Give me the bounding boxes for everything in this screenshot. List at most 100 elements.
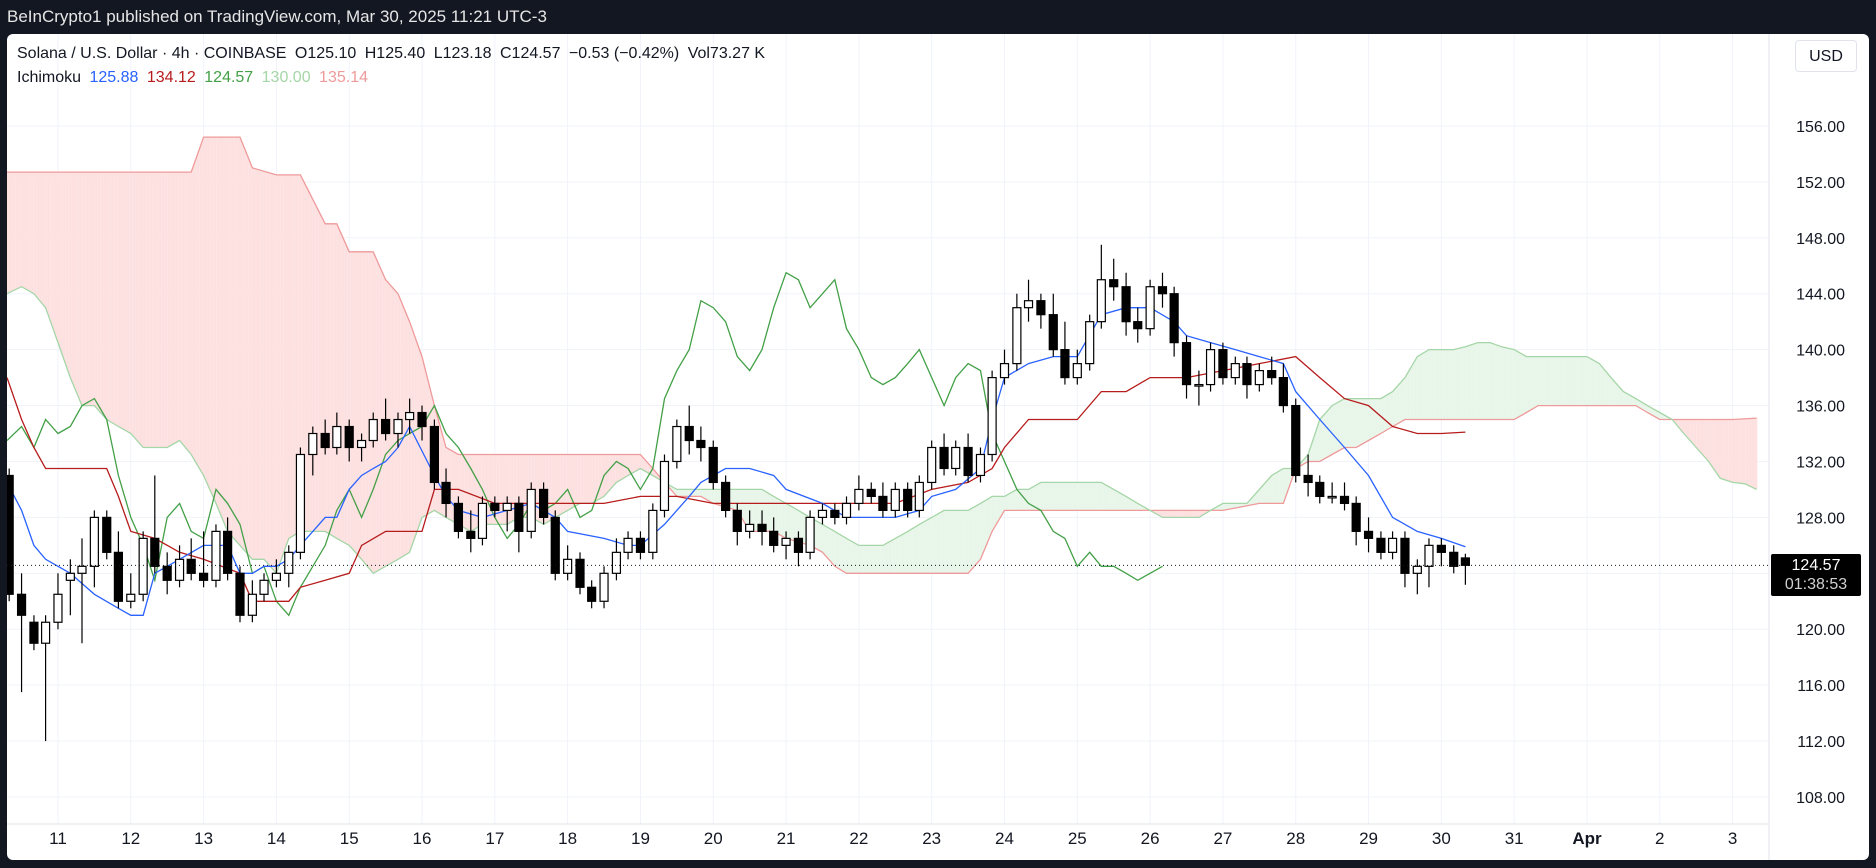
y-tick-label: 148.00 (1796, 231, 1845, 248)
cloud-segment (181, 172, 185, 447)
candle-body-down (939, 446, 949, 470)
cloud-segment (76, 172, 80, 401)
cloud-segment (767, 492, 771, 532)
cloud-segment (714, 489, 718, 505)
y-tick-label: 140.00 (1796, 343, 1845, 360)
cloud-segment (1544, 356, 1548, 406)
cloud-segment (1402, 377, 1405, 422)
cloud-segment (1728, 419, 1732, 482)
indicator-legend: Ichimoku 125.88 134.12 124.57 130.00 135… (17, 69, 372, 87)
symbol-name[interactable]: Solana / U.S. Dollar · 4h · COINBASE (17, 45, 287, 62)
candle-body-up (308, 432, 318, 456)
cloud-segment (1320, 415, 1324, 462)
cloud-segment (1003, 495, 1006, 513)
cloud-segment (21, 172, 25, 289)
cloud-segment (557, 454, 561, 517)
cloud-segment (327, 223, 331, 535)
cloud-segment (1270, 474, 1274, 504)
cloud-segment (1527, 356, 1531, 413)
cloud-segment (1699, 419, 1703, 455)
cloud-segment (1725, 419, 1729, 481)
cloud-segment (869, 545, 872, 574)
cloud-segment (1608, 374, 1612, 406)
lead2-value: 135.14 (319, 69, 368, 86)
chart-panel[interactable]: 108.00112.00116.00120.00124.00128.00132.… (7, 34, 1869, 860)
candle-body-up (126, 593, 136, 602)
cloud-segment (167, 172, 171, 448)
chart-canvas[interactable]: 108.00112.00116.00120.00124.00128.00132.… (7, 34, 1869, 860)
ohlc-low: L123.18 (433, 45, 492, 62)
cloud-segment (1078, 482, 1082, 511)
cloud-segment (1367, 398, 1371, 442)
cloud-segment (682, 489, 686, 497)
cloud-segment (930, 516, 934, 574)
candle-body-up (393, 418, 403, 435)
cloud-segment (909, 528, 913, 574)
candle-body-up (648, 509, 658, 553)
cloud-segment (1364, 398, 1368, 443)
cloud-segment (1215, 505, 1219, 511)
cloud-segment (1614, 381, 1618, 406)
cloud-segment (1413, 357, 1417, 420)
cloud-segment (560, 454, 564, 515)
cloud-segment (1658, 411, 1662, 420)
cloud-segment (1582, 356, 1586, 406)
cloud-segment (1268, 476, 1271, 504)
cloud-segment (839, 534, 843, 572)
cloud-segment (47, 172, 51, 323)
cloud-segment (213, 137, 217, 506)
cloud-segment (27, 172, 31, 292)
y-tick-label: 132.00 (1796, 454, 1845, 471)
cloud-segment (88, 172, 92, 406)
cloud-segment (1110, 487, 1114, 511)
cloud-segment (341, 235, 345, 543)
currency-button[interactable]: USD (1795, 40, 1857, 72)
cloud-segment (39, 172, 42, 304)
cloud-segment (924, 519, 928, 574)
candle-body-down (514, 502, 524, 532)
cloud-segment (641, 456, 645, 471)
cloud-segment (368, 251, 372, 571)
cloud-segment (15, 172, 19, 290)
cloud-segment (845, 537, 849, 574)
base-line (7, 355, 1466, 602)
candle-body-down (708, 446, 718, 484)
cloud-segment (1460, 347, 1464, 420)
cloud-segment (589, 454, 593, 504)
cloud-segment (743, 489, 747, 527)
candle-body-up (271, 572, 281, 581)
ohlc-close: C124.57 (499, 45, 561, 62)
candle-body-up (477, 502, 488, 539)
cloud-segment (941, 510, 945, 574)
cloud-segment (799, 510, 803, 544)
cloud-segment (321, 216, 325, 532)
candle-body-down (1060, 349, 1070, 379)
cloud-segment (1335, 402, 1338, 453)
candle-body-down (320, 432, 330, 449)
price-change: −0.53 (−0.42%) (568, 45, 680, 62)
cloud-segment (822, 524, 826, 556)
cloud-segment (318, 210, 322, 532)
x-tick-label: 15 (340, 829, 359, 848)
cloud-segment (1559, 356, 1563, 406)
cloud-segment (1655, 410, 1659, 419)
cloud-segment (1588, 357, 1592, 406)
cloud-segment (936, 513, 939, 574)
cloud-segment (950, 510, 954, 574)
cloud-segment (1265, 479, 1269, 504)
cloud-segment (146, 172, 150, 448)
candle-body-down (1460, 557, 1470, 566)
cloud-segment (1195, 510, 1199, 518)
cloud-segment (1256, 489, 1260, 504)
candle-body-up (599, 572, 609, 602)
cloud-segment (1262, 482, 1266, 504)
cloud-segment (1014, 489, 1018, 511)
candle-body-up (1096, 279, 1106, 323)
cloud-segment (837, 532, 840, 570)
cloud-segment (12, 172, 16, 291)
indicator-name[interactable]: Ichimoku (17, 69, 82, 86)
cloud-segment (752, 489, 756, 532)
symbol-legend: Solana / U.S. Dollar · 4h · COINBASE O12… (17, 45, 769, 63)
candle-body-down (684, 425, 694, 442)
base-value: 134.12 (146, 69, 196, 86)
